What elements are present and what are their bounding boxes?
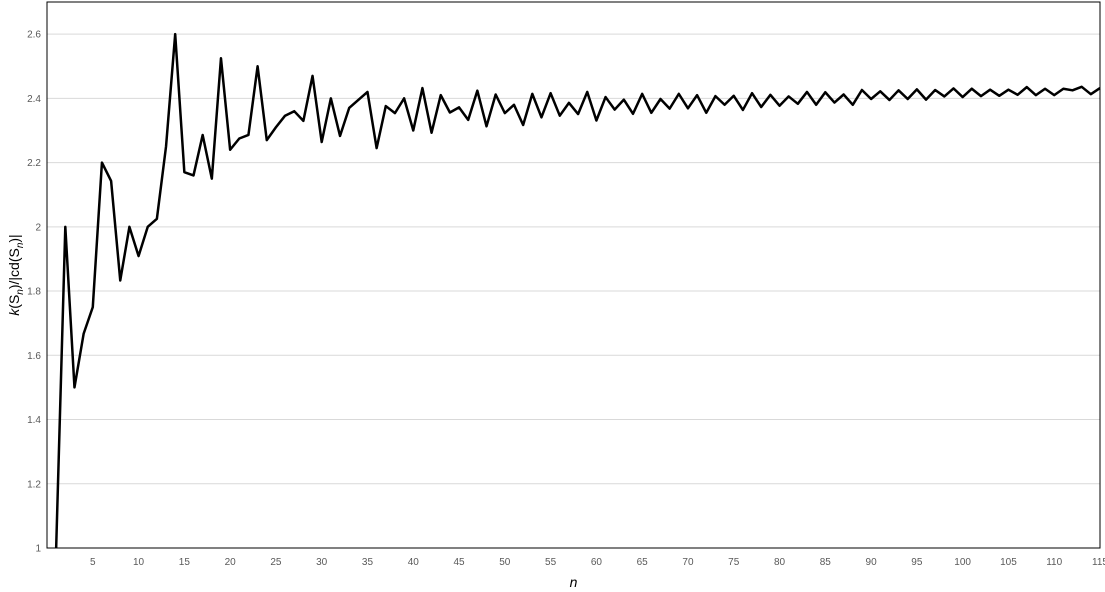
y-axis-title-sub1: n bbox=[15, 289, 26, 295]
x-tick-label: 50 bbox=[499, 557, 511, 568]
x-tick-label: 90 bbox=[866, 557, 878, 568]
x-tick-label: 75 bbox=[728, 557, 740, 568]
x-axis-ticks: 5 10 15 20 25 30 35 40 45 50 55 60 65 70 75 80 85 90 95 100… bbox=[90, 557, 1105, 568]
x-tick-label: 100 bbox=[954, 557, 971, 568]
y-tick-label: 2.4 bbox=[27, 94, 41, 105]
y-tick-label: 1 bbox=[35, 544, 41, 555]
y-tick-label: 1.4 bbox=[27, 415, 41, 426]
x-tick-label: 110 bbox=[1046, 557, 1062, 568]
y-axis-title-k: k bbox=[6, 308, 22, 316]
y-tick-label: 1.8 bbox=[27, 287, 41, 298]
y-tick-label: 1.6 bbox=[27, 351, 41, 362]
y-tick-label: 2 bbox=[35, 222, 41, 233]
y-axis-title: k(Sn)/|cd(Sn)| bbox=[6, 234, 26, 315]
x-tick-label: 20 bbox=[225, 557, 237, 568]
y-tick-label: 1.2 bbox=[27, 479, 41, 490]
x-tick-label: 10 bbox=[133, 557, 145, 568]
x-tick-label: 60 bbox=[591, 557, 603, 568]
x-tick-label: 115 bbox=[1092, 557, 1105, 568]
gridlines bbox=[47, 33, 1100, 549]
y-tick-label: 2.6 bbox=[27, 30, 41, 41]
x-tick-label: 5 bbox=[90, 557, 96, 568]
x-axis-title: n bbox=[570, 574, 578, 590]
x-tick-label: 55 bbox=[545, 557, 557, 568]
series-line bbox=[54, 32, 1101, 549]
y-axis-ticks: 1 1.2 1.4 1.6 1.8 2 2.2 2.4 2.6 bbox=[27, 30, 41, 555]
x-tick-label: 15 bbox=[179, 557, 191, 568]
y-axis-title-close1: )/|cd(S bbox=[6, 248, 22, 289]
y-axis-title-open1: (S bbox=[6, 295, 22, 309]
y-tick-label: 2.2 bbox=[27, 158, 41, 169]
plot-frame bbox=[46, 1, 1101, 549]
x-tick-label: 40 bbox=[408, 557, 420, 568]
x-tick-label: 25 bbox=[270, 557, 282, 568]
x-tick-label: 70 bbox=[682, 557, 694, 568]
x-tick-label: 65 bbox=[637, 557, 649, 568]
y-axis-title-sub2: n bbox=[15, 242, 26, 248]
x-tick-label: 35 bbox=[362, 557, 374, 568]
x-tick-label: 80 bbox=[774, 557, 786, 568]
x-tick-label: 105 bbox=[1000, 557, 1017, 568]
x-tick-label: 95 bbox=[911, 557, 923, 568]
y-axis-title-close2: )| bbox=[6, 234, 22, 242]
x-tick-label: 85 bbox=[820, 557, 832, 568]
x-tick-label: 30 bbox=[316, 557, 328, 568]
x-tick-label: 45 bbox=[453, 557, 465, 568]
